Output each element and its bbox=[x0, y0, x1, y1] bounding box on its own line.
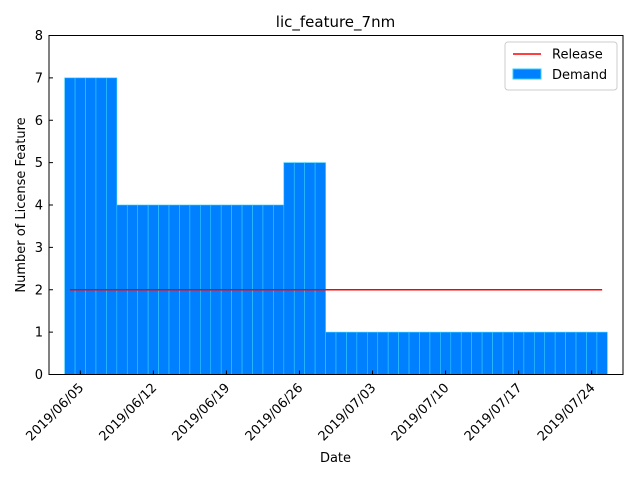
y-tick-label: 7 bbox=[35, 71, 43, 86]
demand-bar bbox=[346, 331, 358, 375]
demand-bar bbox=[492, 331, 504, 375]
demand-bar bbox=[283, 162, 295, 375]
x-tick-label: 2019/07/10 bbox=[389, 381, 453, 445]
demand-bar bbox=[596, 331, 608, 375]
demand-bar bbox=[565, 331, 577, 375]
y-tick-label: 5 bbox=[35, 156, 43, 171]
demand-bar bbox=[502, 331, 514, 375]
y-tick-label: 6 bbox=[35, 114, 43, 129]
demand-bar bbox=[304, 162, 316, 375]
demand-bar bbox=[481, 331, 493, 375]
demand-bar bbox=[106, 77, 118, 375]
x-tick-label: 2019/07/24 bbox=[535, 381, 599, 445]
demand-bar bbox=[95, 77, 107, 375]
demand-bar bbox=[429, 331, 441, 375]
chart-title: lic_feature_7nm bbox=[276, 13, 395, 32]
demand-bar bbox=[440, 331, 452, 375]
legend: Release Demand bbox=[504, 41, 618, 91]
demand-bar bbox=[471, 331, 483, 375]
demand-bar bbox=[408, 331, 420, 375]
x-tick-label: 2019/06/05 bbox=[24, 381, 88, 445]
legend-demand-swatch bbox=[512, 68, 542, 80]
y-tick-label: 3 bbox=[35, 241, 43, 256]
demand-bar bbox=[387, 331, 399, 375]
demand-bar bbox=[64, 77, 76, 375]
demand-bar bbox=[325, 331, 337, 375]
demand-bar bbox=[554, 331, 566, 375]
y-tick-label: 1 bbox=[35, 326, 43, 341]
demand-bar bbox=[356, 331, 368, 375]
demand-bar bbox=[586, 331, 598, 375]
y-tick-label: 4 bbox=[35, 199, 43, 214]
demand-bar bbox=[85, 77, 97, 375]
x-tick-label: 2019/07/03 bbox=[316, 381, 380, 445]
y-axis: 0 1 2 3 4 5 6 7 8 bbox=[35, 29, 53, 383]
demand-bar bbox=[450, 331, 462, 375]
legend-release-label: Release bbox=[552, 48, 603, 63]
x-tick-label: 2019/06/19 bbox=[170, 381, 234, 445]
demand-bar bbox=[544, 331, 556, 375]
x-tick-label: 2019/06/26 bbox=[243, 381, 307, 445]
x-tick-label: 2019/07/17 bbox=[462, 381, 526, 445]
plot-area bbox=[64, 77, 608, 375]
y-tick-label: 2 bbox=[35, 283, 43, 298]
demand-bar bbox=[314, 162, 326, 375]
legend-demand-label: Demand bbox=[552, 68, 607, 83]
demand-bar bbox=[367, 331, 379, 375]
demand-bar bbox=[533, 331, 546, 375]
demand-bar bbox=[398, 331, 410, 375]
demand-bar bbox=[335, 331, 347, 375]
demand-bar bbox=[377, 331, 389, 375]
demand-bar bbox=[293, 162, 305, 375]
y-axis-title: Number of License Feature bbox=[14, 117, 29, 292]
demand-bar bbox=[419, 331, 431, 375]
y-tick-label: 8 bbox=[35, 29, 43, 44]
demand-bar bbox=[575, 331, 587, 375]
demand-bar bbox=[523, 331, 535, 375]
x-tick-label: 2019/06/12 bbox=[97, 381, 161, 445]
demand-bar bbox=[513, 331, 525, 375]
y-tick-label: 0 bbox=[35, 368, 43, 383]
x-axis: 2019/06/05 2019/06/12 2019/06/19 2019/06/26… bbox=[24, 370, 599, 445]
demand-bar bbox=[460, 331, 472, 375]
demand-bar bbox=[74, 77, 86, 375]
x-axis-title: Date bbox=[320, 451, 351, 466]
